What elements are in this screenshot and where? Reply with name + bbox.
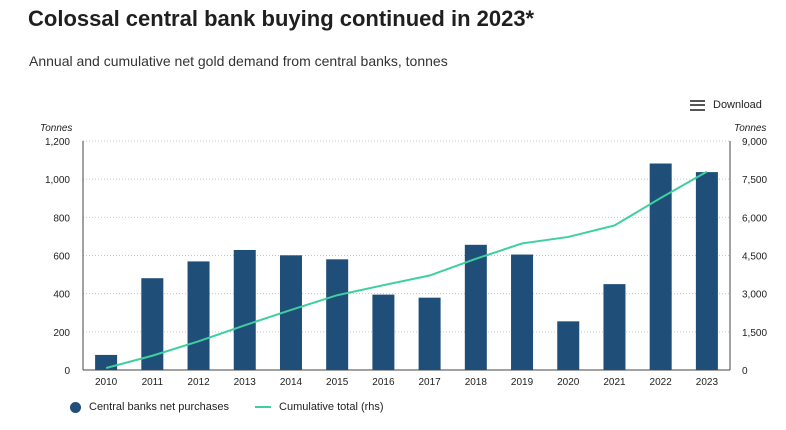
bar <box>695 172 718 370</box>
cumulative-line <box>105 170 708 369</box>
y-axis-label-left: Tonnes <box>40 123 72 134</box>
bar <box>326 259 349 370</box>
download-label: Download <box>713 99 762 111</box>
bar <box>233 249 256 370</box>
y-tick-label-left: 600 <box>53 252 70 263</box>
x-tick-label: 2023 <box>696 377 719 388</box>
x-tick-label: 2021 <box>603 377 626 388</box>
bar <box>511 254 534 370</box>
chart-area: 0 200 400 600 800 1,000 1,200 0 1,500 3,000 4,500 6… <box>40 123 767 388</box>
bar <box>649 163 672 370</box>
y-tick-label-right: 7,500 <box>742 175 767 186</box>
bar <box>418 297 441 370</box>
legend-line-marker <box>255 406 272 408</box>
bar <box>464 244 487 370</box>
y-tick-label-left: 800 <box>53 213 70 224</box>
x-tick-label: 2017 <box>418 377 441 388</box>
legend-item-bars[interactable]: Central banks net purchases <box>70 401 229 413</box>
legend-item-line[interactable]: Cumulative total (rhs) <box>255 401 384 413</box>
x-tick-label: 2012 <box>187 377 210 388</box>
bar <box>187 261 210 370</box>
hamburger-menu-icon <box>690 99 705 111</box>
bar <box>557 321 580 370</box>
legend-line-label: Cumulative total (rhs) <box>279 401 384 413</box>
x-tick-label: 2011 <box>142 377 164 388</box>
y-tick-label-right: 6,000 <box>742 213 767 224</box>
x-tick-label: 2013 <box>234 377 257 388</box>
x-tick-label: 2019 <box>511 377 534 388</box>
y-tick-label-left: 1,200 <box>45 137 70 148</box>
bar <box>372 294 395 370</box>
y-tick-label-left: 400 <box>53 290 70 301</box>
y-tick-label-right: 9,000 <box>742 137 767 148</box>
x-tick-label: 2015 <box>326 377 349 388</box>
x-tick-label: 2010 <box>95 377 118 388</box>
legend: Central banks net purchases Cumulative t… <box>70 401 410 413</box>
legend-bar-marker <box>70 401 81 413</box>
chart-title: Colossal central bank buying continued i… <box>28 6 535 31</box>
legend-bar-label: Central banks net purchases <box>89 401 230 413</box>
chart-subtitle: Annual and cumulative net gold demand fr… <box>29 53 448 69</box>
y-tick-label-left: 1,000 <box>45 175 70 186</box>
x-tick-label: 2022 <box>650 377 673 388</box>
y-tick-label-left: 0 <box>64 366 70 377</box>
bar <box>279 255 302 370</box>
download-button[interactable]: Download <box>690 99 762 111</box>
x-tick-label: 2014 <box>280 377 303 388</box>
y-tick-label-right: 1,500 <box>742 328 767 339</box>
bar <box>141 278 164 370</box>
x-tick-label: 2016 <box>372 377 395 388</box>
y-tick-label-right: 0 <box>742 366 748 377</box>
y-axis-label-right: Tonnes <box>734 123 766 134</box>
y-tick-label-right: 4,500 <box>742 252 767 263</box>
bar <box>603 284 626 370</box>
y-tick-label-left: 200 <box>53 328 70 339</box>
x-tick-label: 2018 <box>465 377 488 388</box>
y-tick-label-right: 3,000 <box>742 290 767 301</box>
x-tick-label: 2020 <box>557 377 580 388</box>
